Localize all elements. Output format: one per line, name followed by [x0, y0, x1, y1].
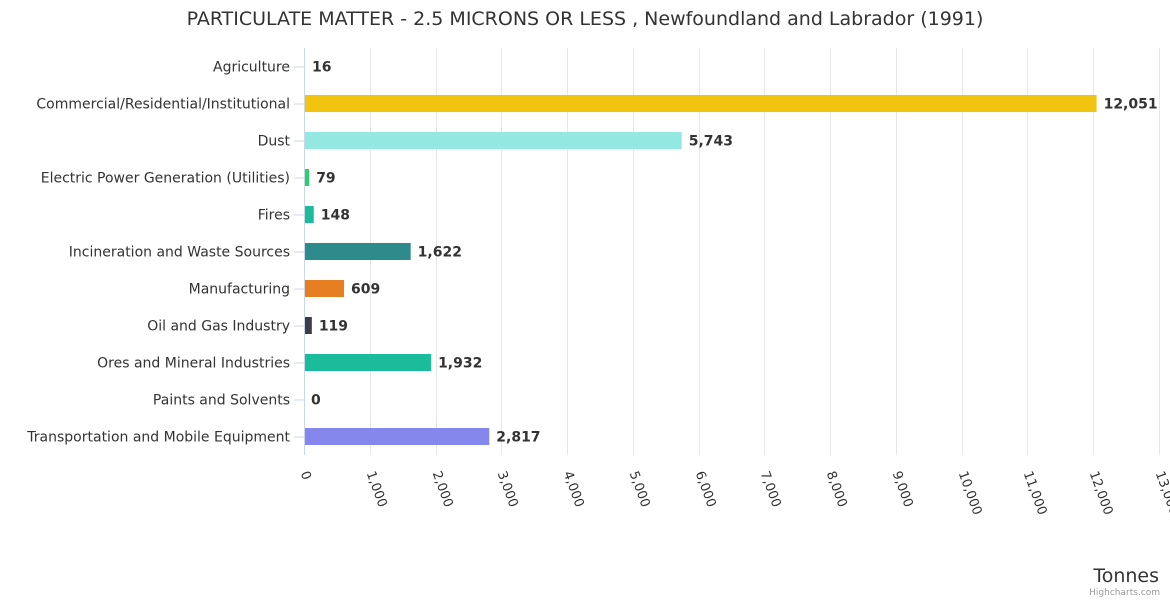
category-label: Fires — [258, 208, 290, 224]
data-label: 119 — [319, 319, 348, 335]
category-labels: Agriculture Commercial/Residential/Instit… — [26, 48, 305, 455]
x-tick-label: 12,000 — [1086, 469, 1116, 517]
chart-title: PARTICULATE MATTER - 2.5 MICRONS OR LESS… — [187, 8, 984, 30]
bar[interactable] — [304, 243, 411, 260]
bar[interactable] — [304, 169, 310, 186]
x-tick-label: 9,000 — [889, 469, 916, 509]
bar[interactable] — [304, 95, 1097, 112]
category-label: Dust — [258, 134, 291, 150]
x-tick-label: 13,000 — [1152, 469, 1170, 517]
x-tick-label: 10,000 — [955, 469, 985, 517]
category-label: Commercial/Residential/Institutional — [36, 97, 290, 113]
category-label: Manufacturing — [189, 282, 290, 298]
credits-link[interactable]: Highcharts.com — [1089, 588, 1160, 598]
category-label: Paints and Solvents — [153, 393, 290, 409]
data-label: 1,932 — [438, 356, 482, 372]
data-label: 5,743 — [689, 134, 733, 150]
data-label: 16 — [312, 60, 331, 76]
category-label: Electric Power Generation (Utilities) — [41, 171, 290, 187]
bars — [304, 58, 1097, 445]
data-label: 148 — [321, 208, 350, 224]
x-tick-label: 11,000 — [1020, 469, 1050, 517]
bar[interactable] — [304, 317, 312, 334]
bar[interactable] — [304, 280, 345, 297]
x-tick-label: 8,000 — [823, 469, 850, 509]
grid-lines — [304, 48, 1160, 455]
x-tick-label: 1,000 — [363, 469, 390, 509]
category-label: Incineration and Waste Sources — [69, 245, 290, 261]
x-tick-label: 6,000 — [692, 469, 719, 509]
value-axis-title: Tonnes — [1092, 565, 1159, 587]
category-label: Agriculture — [213, 60, 290, 76]
data-label: 12,051 — [1104, 97, 1158, 113]
data-label: 79 — [316, 171, 335, 187]
bar[interactable] — [304, 428, 490, 445]
category-label: Ores and Mineral Industries — [97, 356, 290, 372]
x-tick-label: 0 — [297, 469, 314, 482]
bar[interactable] — [304, 132, 682, 149]
x-tick-label: 5,000 — [626, 469, 653, 509]
x-tick-label: 3,000 — [494, 469, 521, 509]
data-label: 0 — [311, 393, 321, 409]
data-label: 1,622 — [418, 245, 462, 261]
data-labels: 16 12,051 5,743 79 148 1,622 609 119 1,932 0 2,817 — [311, 60, 1158, 446]
data-label: 609 — [351, 282, 380, 298]
x-tick-label: 2,000 — [429, 469, 456, 509]
category-label: Transportation and Mobile Equipment — [26, 430, 290, 446]
bar[interactable] — [304, 206, 314, 223]
data-label: 2,817 — [496, 430, 540, 446]
x-tick-label: 7,000 — [757, 469, 784, 509]
value-axis-tick-labels: 0 1,000 2,000 3,000 4,000 5,000 6,000 7,000 8,00… — [297, 469, 1170, 517]
category-label: Oil and Gas Industry — [147, 319, 290, 335]
bar[interactable] — [304, 354, 432, 371]
x-tick-label: 4,000 — [560, 469, 587, 509]
